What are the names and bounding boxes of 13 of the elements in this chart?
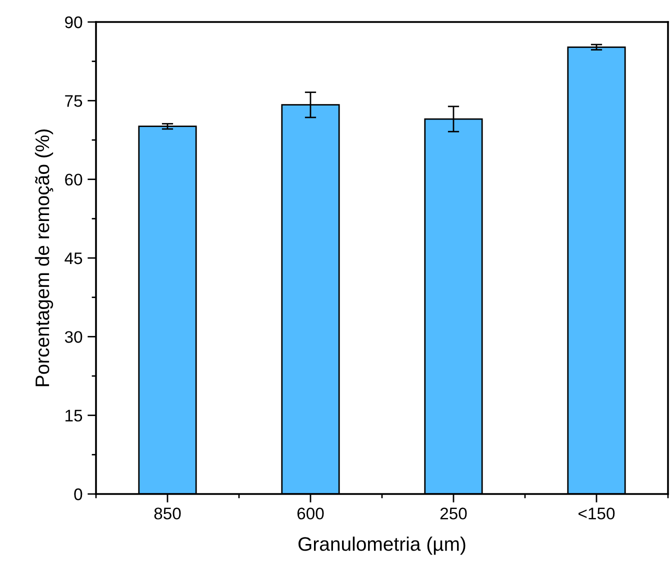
y-tick-label: 15: [66, 410, 82, 422]
x-tick-label: 250: [440, 508, 467, 520]
y-axis-title: Porcentagem de remoção (%): [34, 130, 54, 386]
y-tick-label: 60: [65, 174, 82, 186]
y-tick-label: 45: [64, 252, 82, 264]
y-tick-label: 75: [65, 95, 82, 107]
x-tick-label: 600: [297, 508, 324, 520]
y-tick-label: 30: [64, 331, 82, 343]
y-tick-label: 0: [74, 488, 82, 500]
x-axis-title: Granulometria (µm): [298, 536, 466, 555]
x-tick-label: 850: [154, 508, 181, 520]
y-tick-label: 90: [65, 16, 82, 28]
x-tick-label: <150: [578, 508, 615, 520]
